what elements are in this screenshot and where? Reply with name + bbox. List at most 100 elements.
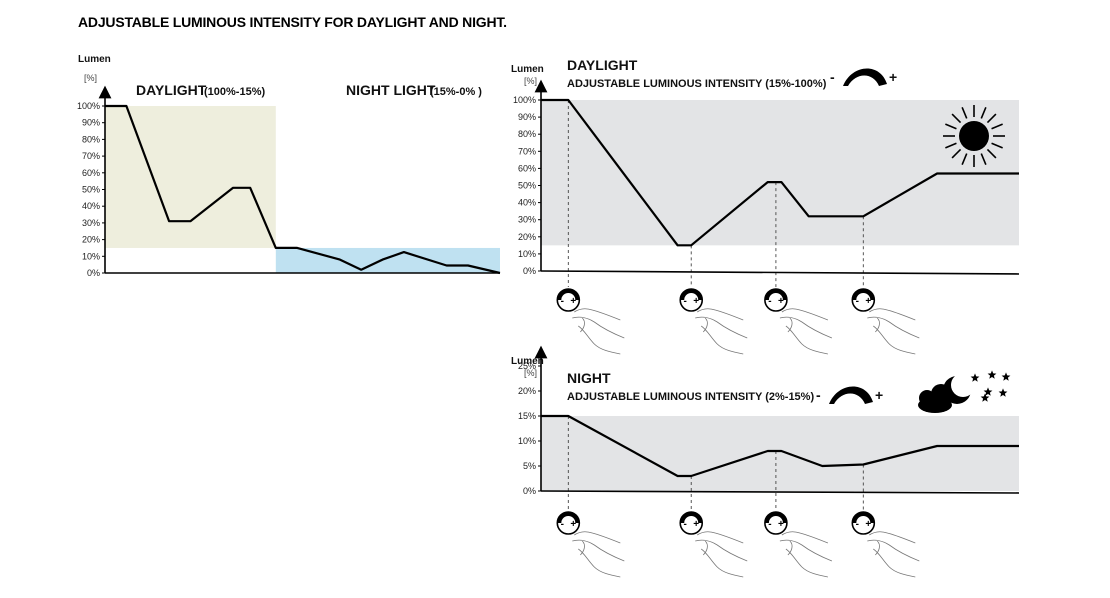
knob-arc (764, 512, 787, 523)
knob-arc (852, 512, 875, 523)
dimmer-knob-icon: - + (764, 511, 788, 535)
hand-palm (867, 539, 920, 562)
knob-plus: + (865, 296, 871, 307)
hand-finger (574, 531, 621, 544)
y-tick-label: 60% (518, 163, 536, 173)
hand-finger (869, 308, 916, 321)
hand-finger (574, 308, 621, 321)
y-tick-label: 0% (87, 268, 100, 278)
hand-icon (695, 308, 748, 355)
knob-plus: + (778, 519, 784, 530)
y-tick-label: 40% (518, 198, 536, 208)
y-tick-label: 70% (82, 151, 100, 161)
knob-minus: - (768, 296, 771, 307)
dimmer-knob-icon: - + (679, 288, 704, 312)
y-tick-label: 10% (518, 249, 536, 259)
y-tick-label: 15% (518, 411, 536, 421)
dimmer-knob-icon: - + (679, 511, 704, 535)
knob-minus: - (856, 296, 859, 307)
combined-y-ticks: 0% 10% 20% 30% 40% 50% 60% 70% 80% 90% 100% (77, 101, 105, 278)
y-tick-label: 90% (518, 112, 536, 122)
y-tick-label: 20% (518, 232, 536, 242)
y-tick-label: 70% (518, 146, 536, 156)
hand-palm (695, 316, 748, 339)
stars-icon (970, 370, 1011, 402)
sun-ray (986, 148, 997, 159)
combined-chart: 0%10%20%30%40%50%60%70%80%90%100% Lumen … (77, 54, 501, 278)
hand-finger (869, 531, 916, 544)
y-tick-label: 0% (523, 486, 536, 496)
dimmer-arc-icon (843, 68, 887, 86)
y-tick-label: 50% (82, 185, 100, 195)
hand-thumb (580, 540, 585, 556)
hand-icon (572, 531, 625, 578)
knob-plus: + (570, 296, 576, 307)
hand-wrist (701, 548, 744, 578)
knob-plus: + (778, 296, 784, 307)
daylight-panel: DAYLIGHT ADJUSTABLE LUMINOUS INTENSITY (… (511, 57, 1020, 355)
y-tick-label: 30% (518, 215, 536, 225)
night-panel: NIGHT ADJUSTABLE LUMINOUS INTENSITY (2%-… (511, 345, 1020, 578)
knob-minus: - (684, 296, 687, 307)
y-tick-label: 5% (523, 461, 536, 471)
night-region-label: NIGHT LIGHT (346, 82, 436, 98)
daylight-plus-sign: + (889, 69, 897, 85)
daylight-dimmer-controls: - + - + - + - + (556, 288, 920, 355)
night-dimmer-controls: - + - + - + - + (556, 511, 920, 578)
y-tick-label: 25% (518, 361, 536, 371)
daylight-x-axis (540, 270, 1020, 275)
sun-ray (980, 153, 987, 165)
hand-icon (695, 531, 748, 578)
sun-ray (991, 123, 1003, 130)
night-series-line (541, 414, 1019, 478)
sun-ray (951, 113, 962, 124)
hand-wrist (785, 548, 828, 578)
daylight-band (105, 106, 276, 248)
y-tick-label: 50% (518, 181, 536, 191)
knob-arc (557, 289, 580, 300)
night-panel-subtitle: ADJUSTABLE LUMINOUS INTENSITY (2%-15%) (567, 391, 814, 403)
hand-wrist (785, 325, 828, 355)
hand-thumb (787, 317, 793, 333)
knob-arc (764, 289, 787, 300)
y-tick-label: 10% (518, 436, 536, 446)
star-icon (983, 387, 993, 396)
daylight-series-line (541, 98, 1019, 247)
y-tick-label: 60% (82, 168, 100, 178)
y-tick-label: 30% (82, 218, 100, 228)
knob-minus: - (561, 519, 564, 530)
knob-plus: + (693, 519, 699, 530)
knob-minus: - (768, 519, 771, 530)
y-tick-label: 100% (513, 95, 536, 105)
sun-ray (961, 107, 968, 119)
daylight-region-label: DAYLIGHT (136, 82, 207, 98)
sun-icon (943, 105, 1005, 167)
hand-thumb (702, 540, 708, 556)
hand-icon (867, 531, 920, 578)
knob-minus: - (684, 519, 687, 530)
sun-ray (980, 107, 987, 119)
hand-icon (572, 308, 625, 355)
sun-ray (986, 113, 997, 124)
hand-thumb (787, 540, 793, 556)
night-panel-band (541, 416, 1019, 491)
y-tick-label: 80% (518, 129, 536, 139)
knob-arc (852, 289, 875, 300)
hand-finger (697, 308, 744, 321)
hand-icon (779, 531, 833, 578)
dimmer-knob-icon: - + (556, 511, 581, 535)
hand-palm (695, 539, 748, 562)
y-tick-label: 80% (82, 134, 100, 144)
dimmer-knob-icon: - + (764, 288, 788, 312)
star-icon (1001, 372, 1011, 381)
daylight-y-label: Lumen (511, 64, 544, 75)
daylight-panel-subtitle: ADJUSTABLE LUMINOUS INTENSITY (15%-100%) (567, 78, 827, 90)
night-y-unit: [%] (524, 368, 537, 378)
hand-finger (781, 308, 829, 321)
sun-ray (945, 142, 957, 149)
daylight-panel-title: DAYLIGHT (567, 57, 638, 73)
star-icon (987, 370, 997, 379)
hand-palm (779, 539, 833, 562)
daylight-minus-sign: - (830, 69, 835, 85)
